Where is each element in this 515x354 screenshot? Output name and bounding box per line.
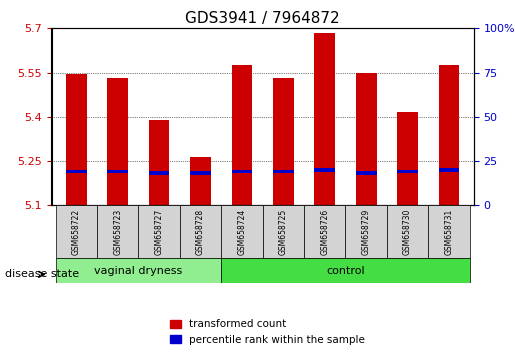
FancyBboxPatch shape (139, 205, 180, 258)
FancyBboxPatch shape (387, 205, 428, 258)
Text: vaginal dryness: vaginal dryness (94, 266, 183, 276)
Text: GSM658729: GSM658729 (362, 209, 371, 255)
Bar (108, 170, 128, 173)
Bar (149, 171, 169, 175)
FancyBboxPatch shape (221, 205, 263, 258)
FancyBboxPatch shape (56, 258, 221, 283)
Bar (397, 112, 418, 205)
Legend: transformed count, percentile rank within the sample: transformed count, percentile rank withi… (166, 315, 369, 349)
Text: GSM658731: GSM658731 (444, 209, 454, 255)
Bar (66, 170, 87, 173)
FancyBboxPatch shape (97, 205, 139, 258)
FancyBboxPatch shape (221, 258, 470, 283)
FancyBboxPatch shape (346, 205, 387, 258)
Bar (149, 120, 169, 205)
Text: GSM658726: GSM658726 (320, 209, 329, 255)
Text: GSM658728: GSM658728 (196, 209, 205, 255)
Bar (314, 33, 335, 205)
Text: GSM658724: GSM658724 (237, 209, 247, 255)
Text: GSM658723: GSM658723 (113, 209, 122, 255)
Title: GDS3941 / 7964872: GDS3941 / 7964872 (185, 11, 340, 26)
Bar (273, 170, 294, 173)
Bar (66, 74, 87, 205)
Bar (108, 79, 128, 205)
Bar (356, 73, 376, 205)
Text: GSM658722: GSM658722 (72, 209, 81, 255)
Bar (314, 168, 335, 172)
Bar (439, 168, 459, 172)
FancyBboxPatch shape (304, 205, 346, 258)
FancyBboxPatch shape (180, 205, 221, 258)
Bar (273, 79, 294, 205)
Bar (397, 170, 418, 173)
Text: GSM658730: GSM658730 (403, 209, 412, 255)
Bar (190, 156, 211, 205)
FancyBboxPatch shape (263, 205, 304, 258)
Bar (439, 65, 459, 205)
Text: control: control (326, 266, 365, 276)
Bar (190, 171, 211, 175)
Bar (232, 65, 252, 205)
Text: GSM658727: GSM658727 (154, 209, 164, 255)
FancyBboxPatch shape (428, 205, 470, 258)
Bar (356, 171, 376, 175)
Bar (232, 170, 252, 173)
Text: GSM658725: GSM658725 (279, 209, 288, 255)
Text: disease state: disease state (5, 269, 79, 279)
FancyBboxPatch shape (56, 205, 97, 258)
